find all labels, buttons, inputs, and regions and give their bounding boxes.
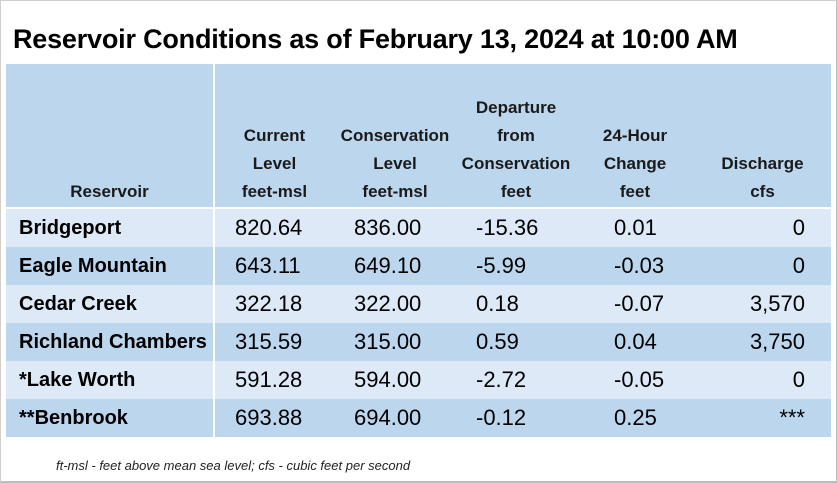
column-header-line: Reservoir xyxy=(70,182,149,201)
column-header-discharge: Discharge cfs xyxy=(694,64,831,208)
conservation-level-cell: 836.00 xyxy=(334,208,456,247)
column-header-line: feet xyxy=(500,182,532,201)
current-level-cell: 322.18 xyxy=(214,285,334,323)
table-body: Bridgeport 820.64 836.00 -15.36 0.01 0 Eagle M… xyxy=(6,208,831,437)
conservation-level-cell: 322.00 xyxy=(334,285,456,323)
discharge-cell: 0 xyxy=(694,361,831,399)
change-cell: 0.25 xyxy=(576,399,694,437)
column-header-line: Level xyxy=(373,154,417,173)
table-row: *Lake Worth 591.28 594.00 -2.72 -0.05 0 xyxy=(6,361,831,399)
table-row: Richland Chambers 315.59 315.00 0.59 0.04 3,7… xyxy=(6,323,831,361)
column-header-line: cfs xyxy=(750,182,775,201)
column-header-line: Change xyxy=(603,154,667,173)
column-header-conservation-level: Conservation Level feet-msl xyxy=(334,64,456,208)
table-row: **Benbrook 693.88 694.00 -0.12 0.25 *** xyxy=(6,399,831,437)
header-row: Reservoir Current Level feet-msl Conservatio… xyxy=(6,64,831,208)
departure-cell: 0.18 xyxy=(456,285,576,323)
reservoir-name: Eagle Mountain xyxy=(6,247,215,285)
discharge-cell: 0 xyxy=(694,208,831,247)
footnote: ft-msl - feet above mean sea level; cfs … xyxy=(56,458,411,473)
conservation-level-cell: 315.00 xyxy=(334,323,456,361)
column-header-line: Level xyxy=(252,154,297,173)
conservation-level-cell: 694.00 xyxy=(334,399,456,437)
column-header-line: from xyxy=(497,126,535,145)
current-level-cell: 315.59 xyxy=(214,323,334,361)
departure-cell: -0.12 xyxy=(456,399,576,437)
column-header-change-24h: 24-Hour Change feet xyxy=(576,64,694,208)
column-header-reservoir: Reservoir xyxy=(6,64,215,208)
departure-cell: 0.59 xyxy=(456,323,576,361)
conservation-level-cell: 594.00 xyxy=(334,361,456,399)
column-header-line: Discharge xyxy=(721,154,804,173)
reservoir-name: Bridgeport xyxy=(6,208,215,247)
change-cell: 0.04 xyxy=(576,323,694,361)
column-header-line: Departure xyxy=(475,98,557,117)
column-header-line: feet-msl xyxy=(241,182,308,201)
column-header-line: Conservation xyxy=(461,154,571,173)
page-title: Reservoir Conditions as of February 13, … xyxy=(13,24,738,54)
discharge-cell: 3,570 xyxy=(694,285,831,323)
table-row: Eagle Mountain 643.11 649.10 -5.99 -0.03 0 xyxy=(6,247,831,285)
departure-cell: -15.36 xyxy=(456,208,576,247)
reservoir-name: *Lake Worth xyxy=(6,361,215,399)
column-header-line: 24-Hour xyxy=(602,126,668,145)
column-header-line: Current xyxy=(243,126,306,145)
change-cell: -0.03 xyxy=(576,247,694,285)
table-header: Reservoir Current Level feet-msl Conservatio… xyxy=(6,64,831,208)
table-row: Cedar Creek 322.18 322.00 0.18 -0.07 3,570 xyxy=(6,285,831,323)
table-row: Bridgeport 820.64 836.00 -15.36 0.01 0 xyxy=(6,208,831,247)
column-header-current-level: Current Level feet-msl xyxy=(214,64,334,208)
reservoir-table: Reservoir Current Level feet-msl Conservatio… xyxy=(6,64,831,437)
column-header-departure: Departure from Conservation feet xyxy=(456,64,576,208)
discharge-cell: 0 xyxy=(694,247,831,285)
change-cell: -0.07 xyxy=(576,285,694,323)
current-level-cell: 820.64 xyxy=(214,208,334,247)
current-level-cell: 643.11 xyxy=(214,247,334,285)
reservoir-name: Richland Chambers xyxy=(6,323,215,361)
reservoir-name: Cedar Creek xyxy=(6,285,215,323)
column-header-line: feet xyxy=(619,182,651,201)
reservoir-name: **Benbrook xyxy=(6,399,215,437)
departure-cell: -2.72 xyxy=(456,361,576,399)
discharge-cell: 3,750 xyxy=(694,323,831,361)
discharge-cell: *** xyxy=(694,399,831,437)
column-header-line: feet-msl xyxy=(362,182,428,201)
departure-cell: -5.99 xyxy=(456,247,576,285)
change-cell: -0.05 xyxy=(576,361,694,399)
conservation-level-cell: 649.10 xyxy=(334,247,456,285)
column-header-line: Conservation xyxy=(340,126,450,145)
current-level-cell: 693.88 xyxy=(214,399,334,437)
change-cell: 0.01 xyxy=(576,208,694,247)
current-level-cell: 591.28 xyxy=(214,361,334,399)
